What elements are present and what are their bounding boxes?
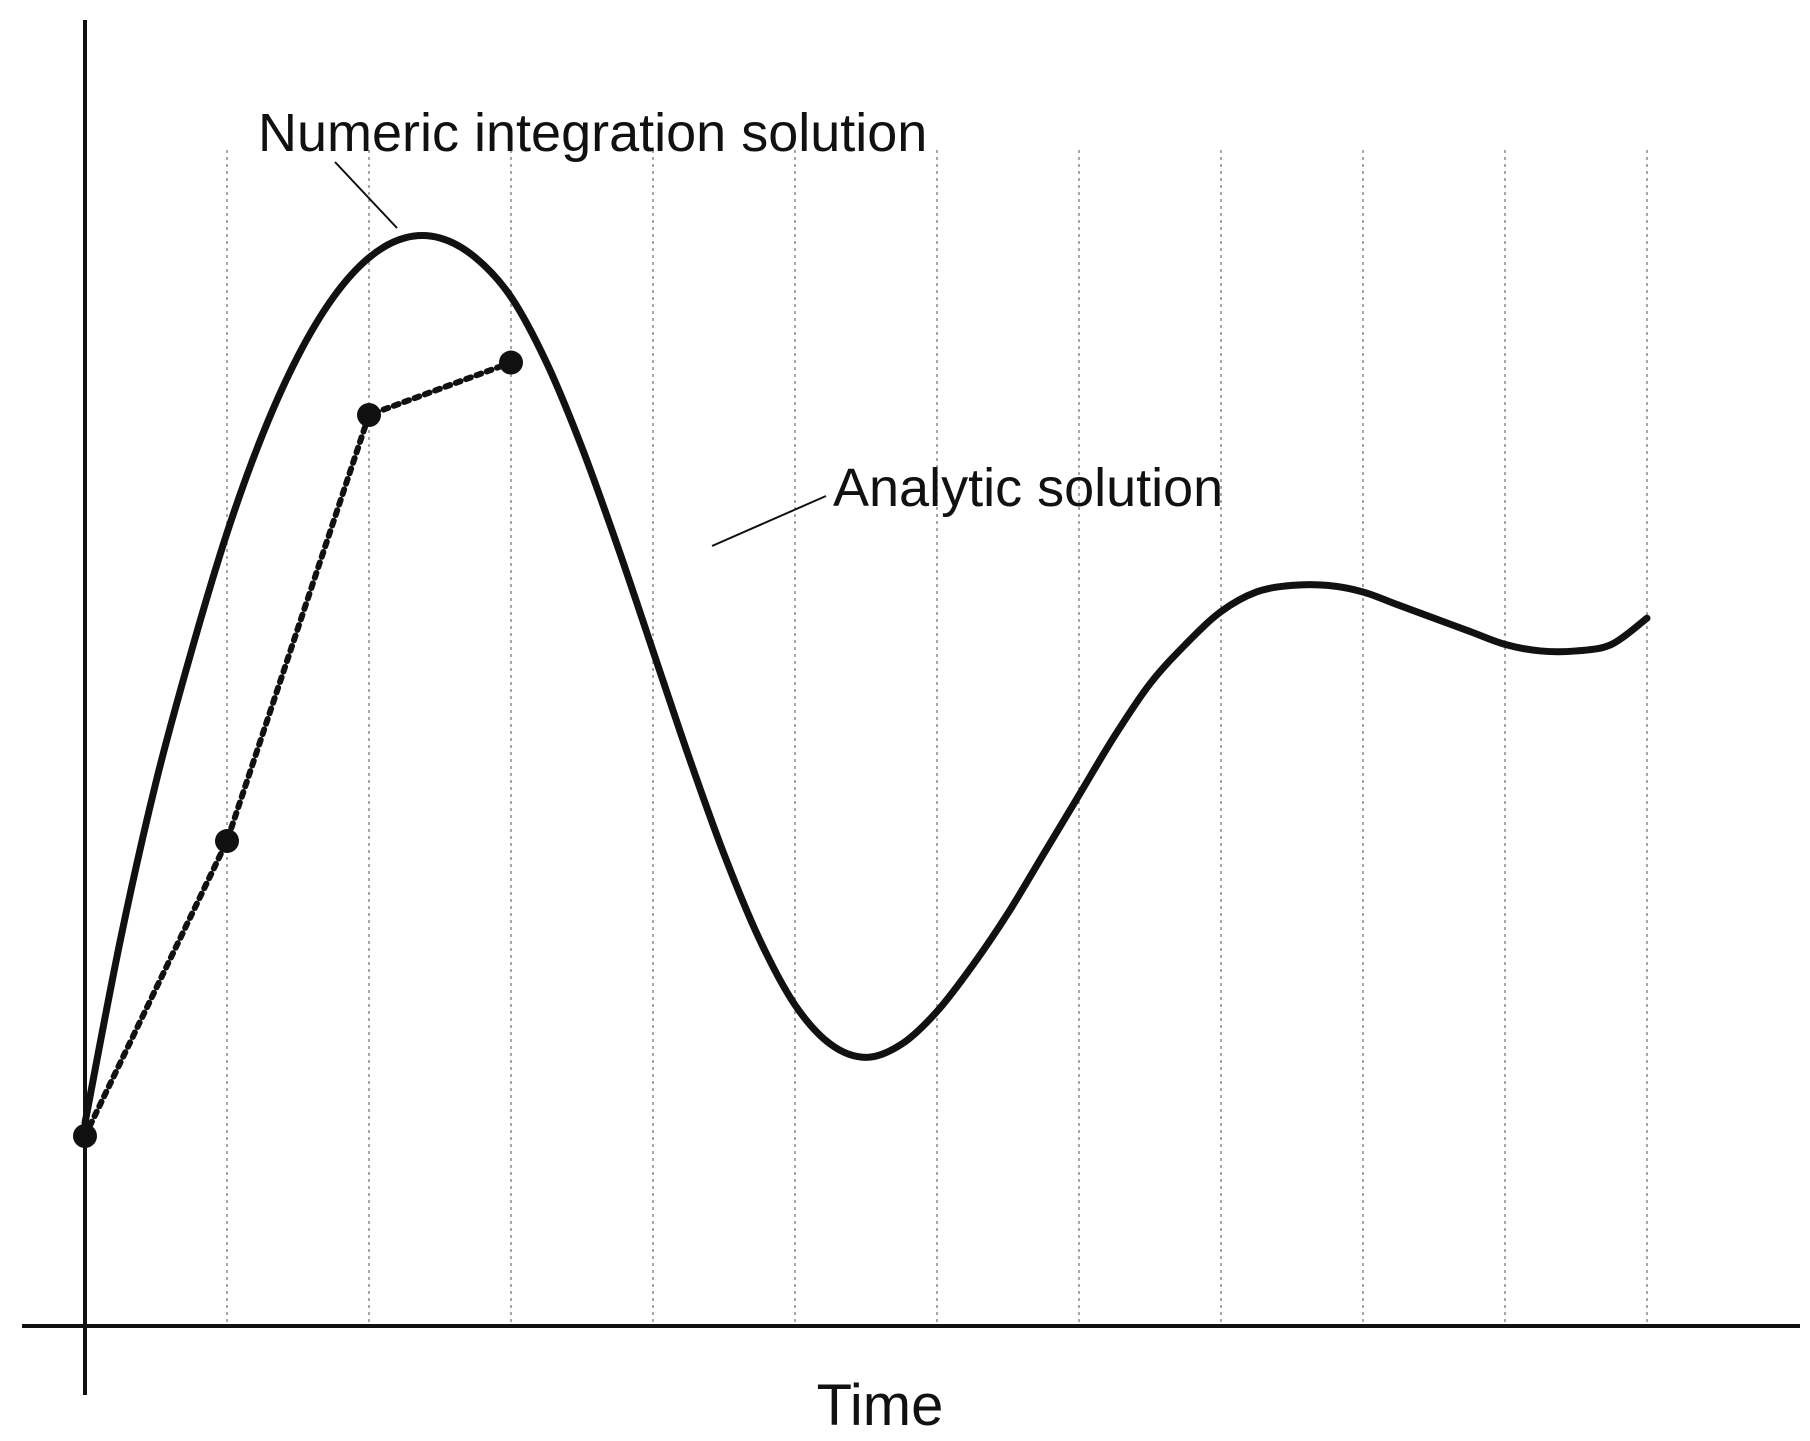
numeric-solution-label: Numeric integration solution — [258, 103, 927, 163]
numeric-point-3 — [499, 350, 523, 375]
numeric-point-1 — [215, 829, 239, 854]
analytic-solution-line — [81, 232, 1651, 1127]
numeric-leader-line — [334, 161, 398, 229]
vertical-grid — [226, 150, 1648, 1326]
annotations: Numeric integration solution Analytic so… — [258, 103, 1223, 547]
axes — [22, 20, 1800, 1395]
x-axis-title: Time — [817, 1373, 944, 1438]
numeric-point-0 — [73, 1124, 97, 1148]
analytic-leader-line — [711, 495, 827, 547]
series — [73, 232, 1651, 1148]
analytic-solution-label: Analytic solution — [833, 458, 1223, 518]
numeric-solution-line — [82, 359, 514, 1139]
numeric-point-2 — [357, 402, 381, 427]
